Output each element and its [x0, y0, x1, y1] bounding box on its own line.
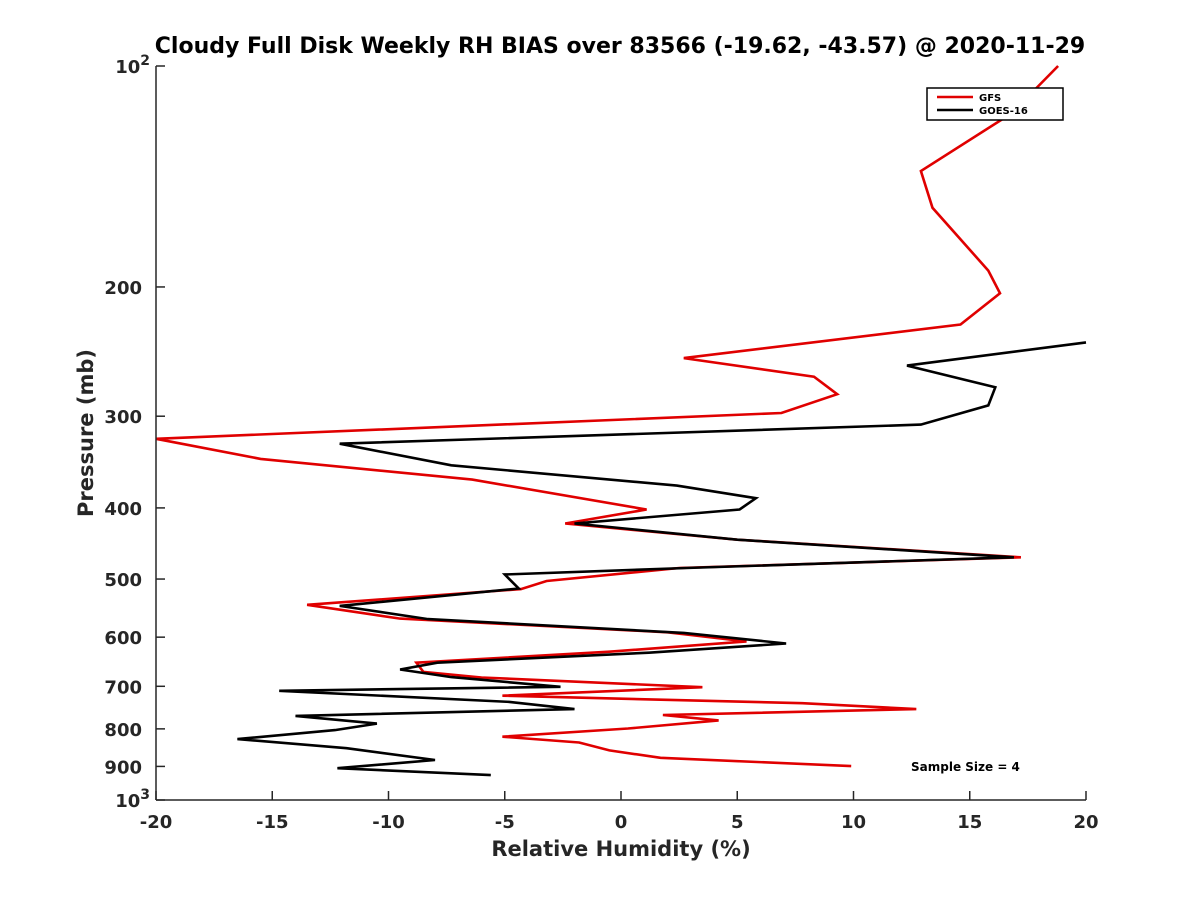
x-axis-label: Relative Humidity (%) — [491, 837, 750, 861]
y-tick-label: 500 — [104, 570, 142, 591]
y-tick-label: 600 — [104, 628, 142, 649]
legend: GFS GOES-16 — [926, 87, 1064, 121]
plot-area — [155, 65, 1087, 801]
legend-box — [926, 87, 1064, 121]
x-tick-label: 20 — [1073, 812, 1098, 833]
y-tick-label: 200 — [104, 278, 142, 299]
chart-title: Cloudy Full Disk Weekly RH BIAS over 835… — [155, 34, 1085, 59]
x-tick-label: -10 — [372, 812, 405, 833]
x-tick-label: -5 — [495, 812, 515, 833]
x-tick-label: 10 — [841, 812, 866, 833]
x-tick-label: 5 — [731, 812, 744, 833]
series-line-goes-16 — [237, 341, 1087, 777]
sample-size-annotation: Sample Size = 4 — [911, 760, 1020, 774]
x-tick-label: -20 — [140, 812, 173, 833]
x-tick-label: -15 — [256, 812, 289, 833]
y-tick-label: 103 — [115, 787, 150, 812]
y-tick-label: 300 — [104, 407, 142, 428]
legend-label-gfs: GFS — [979, 93, 1001, 104]
x-tick-label: 0 — [615, 812, 628, 833]
y-tick-label: 700 — [104, 677, 142, 698]
y-tick-label: 800 — [104, 720, 142, 741]
y-axis-label: Pressure (mb) — [74, 349, 98, 517]
series-group — [155, 65, 1087, 777]
y-tick-label: 102 — [115, 53, 150, 78]
x-tick-label: 15 — [957, 812, 982, 833]
y-tick-label: 400 — [104, 499, 142, 520]
legend-label-goes16: GOES-16 — [979, 106, 1028, 117]
x-ticks: -20 -15 -10 -5 0 5 10 15 20 — [140, 791, 1099, 833]
y-tick-label: 900 — [104, 757, 142, 778]
y-ticks: 102 200 300 400 500 600 700 800 900 103 — [104, 53, 165, 812]
